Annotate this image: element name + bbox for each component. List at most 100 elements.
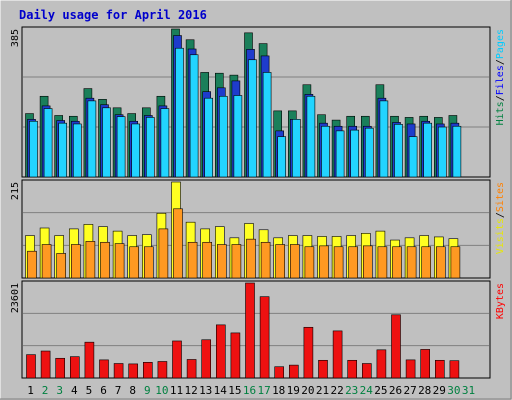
day-label-17: 17 — [257, 384, 270, 397]
day-label-26: 26 — [389, 384, 402, 397]
day-label-11: 11 — [170, 384, 183, 397]
bar-kbytes-day-28 — [420, 349, 431, 379]
bar-pages-day-11 — [175, 47, 184, 178]
bar-pages-day-2 — [43, 108, 53, 178]
bar-kbytes-day-10 — [157, 361, 168, 379]
bar-kbytes-day-2 — [40, 350, 51, 379]
bar-kbytes-day-18 — [274, 366, 285, 379]
bar-pages-day-17 — [262, 72, 272, 178]
bar-sites-day-19 — [289, 244, 300, 279]
bar-sites-day-3 — [56, 253, 67, 279]
bar-pages-day-15 — [233, 95, 243, 178]
bar-pages-day-14 — [219, 95, 228, 178]
day-label-21: 21 — [316, 384, 329, 397]
bar-kbytes-day-20 — [303, 326, 314, 379]
bar-pages-day-18 — [277, 136, 287, 178]
bar-sites-day-18 — [275, 244, 286, 279]
day-label-31: 31 — [462, 384, 475, 397]
bar-kbytes-day-29 — [434, 359, 445, 379]
legend: Hits/Files/Pages — [495, 29, 506, 125]
panel-pages-files-hits: 385 Hits/Files/Pages — [10, 26, 506, 178]
bar-sites-day-9 — [144, 246, 154, 279]
bar-kbytes-day-16 — [245, 282, 255, 379]
legend-entry: Visits — [495, 218, 506, 254]
bar-pages-day-9 — [146, 117, 155, 178]
day-label-9: 9 — [144, 384, 151, 397]
bar-kbytes-day-5 — [84, 341, 95, 379]
bar-sites-day-17 — [260, 241, 271, 279]
bar-kbytes-day-9 — [143, 362, 153, 379]
chart-title: Daily usage for April 2016 — [19, 8, 207, 22]
bar-sites-day-25 — [377, 246, 388, 279]
bar-sites-day-12 — [187, 241, 198, 279]
bar-kbytes-day-26 — [391, 314, 401, 379]
bar-sites-day-21 — [319, 245, 329, 279]
bar-pages-day-21 — [321, 125, 330, 178]
bar-sites-day-20 — [304, 246, 315, 279]
bar-sites-day-26 — [392, 246, 402, 279]
bar-sites-day-4 — [71, 244, 81, 279]
bar-kbytes-day-1 — [26, 354, 36, 379]
bar-sites-day-11 — [173, 208, 183, 279]
day-label-5: 5 — [86, 384, 93, 397]
y-max-label: 385 — [10, 29, 21, 47]
bar-pages-day-27 — [408, 136, 418, 178]
day-label-27: 27 — [403, 384, 416, 397]
legend: KBytes — [495, 283, 506, 319]
day-label-16: 16 — [243, 384, 256, 397]
legend: Visits/Sites — [495, 182, 506, 254]
bar-pages-day-1 — [29, 120, 38, 178]
day-label-25: 25 — [374, 384, 387, 397]
bar-pages-day-29 — [437, 126, 447, 178]
bar-sites-day-29 — [435, 246, 446, 279]
bar-pages-day-6 — [102, 107, 111, 178]
panel-kbytes: 23601 KBytes — [10, 280, 506, 379]
day-label-7: 7 — [115, 384, 122, 397]
bar-sites-day-15 — [231, 244, 242, 279]
day-label-22: 22 — [330, 384, 343, 397]
bar-pages-day-25 — [379, 100, 389, 178]
day-labels: 1 2 3 4 5 6 7 8 9 10 11 12 13 14 15 16 17 18 19 20 21 22 23 24 2… — [27, 384, 475, 397]
bar-kbytes-day-8 — [128, 363, 138, 379]
bar-sites-day-14 — [217, 244, 227, 279]
day-label-6: 6 — [100, 384, 107, 397]
y-max-label: 215 — [10, 182, 21, 200]
bar-pages-day-3 — [58, 122, 68, 178]
bar-pages-day-23 — [350, 129, 360, 178]
bar-kbytes-day-27 — [405, 359, 416, 379]
bar-sites-day-5 — [85, 241, 96, 279]
bar-kbytes-day-30 — [449, 360, 460, 379]
bar-pages-day-7 — [116, 116, 126, 178]
bar-sites-day-23 — [348, 246, 359, 279]
day-label-19: 19 — [287, 384, 300, 397]
bar-kbytes-day-3 — [55, 357, 66, 379]
day-label-18: 18 — [272, 384, 285, 397]
bar-kbytes-day-22 — [332, 330, 343, 379]
bar-pages-day-12 — [189, 54, 199, 178]
bar-pages-day-4 — [73, 123, 82, 178]
bar-sites-day-24 — [362, 245, 373, 279]
bar-pages-day-30 — [452, 125, 462, 178]
bar-pages-day-16 — [248, 59, 257, 178]
bar-pages-day-28 — [423, 122, 433, 178]
day-label-13: 13 — [199, 384, 212, 397]
day-label-24: 24 — [360, 384, 374, 397]
bar-kbytes-day-14 — [216, 324, 226, 379]
bar-kbytes-day-11 — [172, 340, 182, 379]
panels: 385 Hits/Files/Pages 215 Visits/Sites 23601 K… — [10, 26, 506, 379]
day-label-15: 15 — [228, 384, 241, 397]
bar-pages-day-26 — [394, 124, 403, 178]
panel-visits-sites: 215 Visits/Sites — [10, 179, 506, 279]
legend-entry: Hits — [495, 101, 506, 125]
bar-kbytes-day-17 — [259, 296, 270, 379]
bar-kbytes-day-7 — [113, 363, 124, 379]
bar-kbytes-day-25 — [376, 349, 387, 379]
bar-sites-day-7 — [114, 243, 125, 279]
bar-kbytes-day-23 — [347, 359, 358, 379]
bar-sites-day-30 — [450, 246, 461, 279]
bar-sites-day-27 — [406, 246, 417, 279]
y-max-label: 23601 — [10, 283, 21, 313]
day-label-23: 23 — [345, 384, 358, 397]
